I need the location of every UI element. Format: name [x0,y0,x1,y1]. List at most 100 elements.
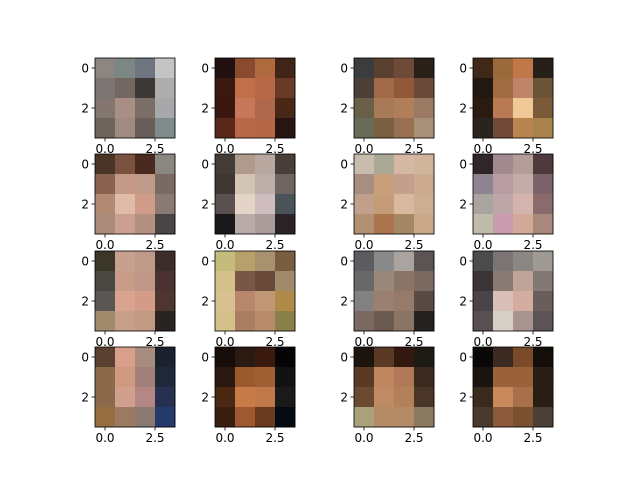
image-pixel [275,367,296,388]
image-pixel [275,118,296,139]
image-pixel [394,98,415,119]
image-pixel [414,58,435,79]
image-pixel [493,271,514,292]
y-tick-label: 0 [459,61,467,75]
image-pixel [354,98,375,119]
image-pixel [473,58,494,79]
image-pixel [414,78,435,99]
image-pixel [473,214,494,235]
image-pixel [394,347,415,368]
image-pixel [414,367,435,388]
image-pixel [255,78,276,99]
image-pixel [394,311,415,332]
image-pixel [95,174,116,195]
image-pixel [135,271,156,292]
x-tick-label: 0.0 [95,238,114,252]
x-tick-label: 2.5 [404,335,423,349]
image-pixel [275,154,296,175]
image-pixel [354,407,375,428]
x-tick-label: 0.0 [354,431,373,445]
image-pixel [255,407,276,428]
y-tick-label: 2 [340,101,348,115]
image-pixel [513,154,534,175]
axes-frame [94,57,176,139]
x-tick-label: 2.5 [265,238,284,252]
image-pixel [115,194,136,215]
x-tick-label: 2.5 [523,335,542,349]
x-tick-label: 2.5 [265,142,284,156]
image-pixel [473,118,494,139]
image-pixel [493,251,514,272]
image-pixel [135,98,156,119]
image-pixel [115,291,136,312]
image-pixel [215,174,236,195]
image-pixel [394,174,415,195]
image-pixel [374,387,395,408]
x-tick-label: 2.5 [404,142,423,156]
image-pixel [374,154,395,175]
image-pixel [414,98,435,119]
image-pixel [493,174,514,195]
image-pixel [135,174,156,195]
x-tick-label: 0.0 [215,431,234,445]
image-pixel [155,291,176,312]
subplot-13: 0.0 2.5 0 2 [81,346,176,445]
image-pixel [135,291,156,312]
image-pixel [135,311,156,332]
image-pixel [513,291,534,312]
image-pixel [374,347,395,368]
image-pixel [95,214,116,235]
y-tick-label: 0 [201,350,209,364]
image-pixel [135,214,156,235]
image-pixel [155,387,176,408]
image-pixel [354,347,375,368]
axes-frame [214,250,296,332]
image-pixel [95,367,116,388]
image-pixel [115,154,136,175]
y-tick-label: 0 [201,254,209,268]
y-tick-label: 2 [201,390,209,404]
image-pixel [414,271,435,292]
image-pixel [394,367,415,388]
image-pixel [374,118,395,139]
axes-frame [353,346,435,428]
image-pixel [354,214,375,235]
image-pixel [95,291,116,312]
image-pixel [135,194,156,215]
x-tick-label: 0.0 [215,238,234,252]
image-pixel [235,58,256,79]
y-tick-label: 0 [459,350,467,364]
image-pixel [255,367,276,388]
image-pixel [394,407,415,428]
x-tick-label: 2.5 [523,142,542,156]
y-tick-label: 2 [81,294,89,308]
image-pixel [255,311,276,332]
image-pixel [215,251,236,272]
image-pixel [255,291,276,312]
image-pixel [374,174,395,195]
image-pixel [235,174,256,195]
image-pixel [215,387,236,408]
image-pixel [354,291,375,312]
y-tick-label: 2 [81,390,89,404]
image-pixel [354,387,375,408]
image-pixel [533,174,554,195]
y-tick-label: 0 [81,61,89,75]
image-pixel [414,407,435,428]
subplot-1: 0.0 2.5 0 2 [81,57,176,156]
image-pixel [255,214,276,235]
x-tick-label: 0.0 [473,431,492,445]
image-pixel [493,58,514,79]
image-pixel [513,387,534,408]
image-pixel [533,407,554,428]
x-tick-label: 0.0 [354,335,373,349]
image-pixel [235,251,256,272]
image-pixel [394,118,415,139]
image-pixel [493,347,514,368]
image-pixel [275,78,296,99]
image-pixel [374,58,395,79]
image-pixel [354,118,375,139]
image-pixel [354,154,375,175]
image-pixel [374,367,395,388]
image-pixel [95,311,116,332]
